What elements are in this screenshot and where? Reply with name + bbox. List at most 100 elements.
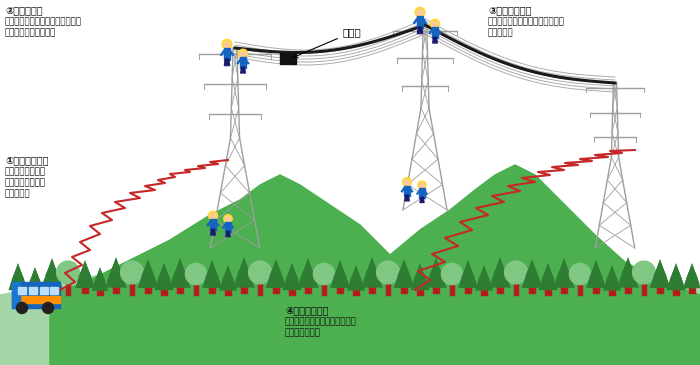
Circle shape — [43, 303, 53, 314]
Bar — [529, 283, 535, 293]
Bar — [12, 296, 60, 303]
Bar — [322, 284, 326, 295]
Bar — [177, 283, 183, 293]
Bar — [225, 286, 231, 295]
Bar — [161, 285, 167, 295]
Polygon shape — [686, 265, 698, 278]
Polygon shape — [489, 257, 511, 288]
Circle shape — [416, 9, 424, 16]
Bar — [419, 188, 425, 198]
Polygon shape — [412, 264, 428, 285]
Bar — [609, 286, 615, 295]
Polygon shape — [77, 261, 93, 283]
Polygon shape — [266, 259, 286, 288]
Bar — [482, 286, 486, 295]
Polygon shape — [555, 259, 573, 282]
Bar — [386, 283, 391, 295]
Bar — [273, 283, 279, 293]
Polygon shape — [542, 265, 554, 280]
Polygon shape — [365, 260, 379, 276]
Polygon shape — [668, 264, 684, 285]
Polygon shape — [478, 267, 490, 280]
Bar — [210, 219, 216, 230]
Bar — [305, 283, 312, 293]
Polygon shape — [397, 261, 411, 277]
Polygon shape — [78, 262, 92, 277]
Bar — [18, 287, 26, 294]
Bar — [642, 283, 646, 295]
Bar — [337, 283, 343, 293]
Text: 回収する。: 回収する。 — [488, 28, 514, 37]
Bar — [145, 283, 151, 293]
Polygon shape — [429, 260, 443, 276]
Circle shape — [314, 264, 335, 285]
Polygon shape — [554, 258, 575, 288]
Polygon shape — [475, 265, 493, 291]
Polygon shape — [666, 263, 685, 290]
Bar — [545, 285, 551, 295]
Polygon shape — [670, 265, 682, 280]
Bar — [32, 287, 38, 295]
Polygon shape — [619, 258, 637, 282]
Polygon shape — [267, 260, 284, 282]
Polygon shape — [237, 260, 251, 276]
Polygon shape — [477, 266, 491, 285]
Circle shape — [569, 264, 591, 285]
Bar — [113, 282, 119, 293]
Text: 点検箇所の鉄塔から、徒歩によ: 点検箇所の鉄塔から、徒歩によ — [285, 317, 357, 326]
Bar — [40, 287, 48, 294]
Polygon shape — [586, 260, 606, 288]
Circle shape — [432, 21, 438, 27]
Polygon shape — [108, 260, 123, 276]
Polygon shape — [0, 265, 700, 365]
Text: 点検箇所の鉄塔ま: 点検箇所の鉄塔ま — [5, 167, 46, 176]
Polygon shape — [94, 269, 106, 281]
Polygon shape — [347, 265, 365, 291]
Text: カメラ: カメラ — [293, 27, 361, 58]
Bar — [417, 16, 423, 28]
Bar — [465, 283, 471, 293]
Polygon shape — [653, 261, 667, 277]
Polygon shape — [395, 260, 412, 282]
Circle shape — [222, 39, 232, 49]
Bar — [673, 285, 679, 295]
Polygon shape — [525, 261, 539, 277]
Polygon shape — [361, 257, 383, 288]
Polygon shape — [350, 267, 362, 280]
Text: 置、点検を開始する。: 置、点検を開始する。 — [5, 28, 56, 37]
Polygon shape — [156, 264, 172, 285]
Circle shape — [224, 42, 230, 48]
Circle shape — [377, 261, 400, 284]
Polygon shape — [300, 259, 316, 282]
Circle shape — [225, 216, 231, 222]
Circle shape — [442, 264, 463, 285]
Bar — [578, 284, 582, 295]
Polygon shape — [540, 264, 556, 285]
Polygon shape — [158, 265, 170, 280]
Polygon shape — [50, 175, 430, 365]
Text: 道を移動。: 道を移動。 — [5, 189, 31, 198]
Bar — [657, 283, 663, 293]
Bar — [130, 283, 134, 295]
Polygon shape — [204, 261, 220, 283]
Polygon shape — [330, 260, 350, 288]
Bar — [404, 185, 410, 196]
Polygon shape — [333, 262, 346, 277]
Polygon shape — [524, 260, 540, 282]
Polygon shape — [92, 267, 108, 291]
Polygon shape — [588, 261, 604, 283]
Polygon shape — [155, 263, 174, 290]
Polygon shape — [172, 259, 189, 282]
Polygon shape — [93, 268, 107, 286]
Text: で、徒歩により山: で、徒歩により山 — [5, 178, 46, 187]
Bar — [225, 222, 231, 232]
Polygon shape — [27, 267, 43, 291]
Polygon shape — [414, 265, 426, 280]
Polygon shape — [330, 165, 700, 365]
Polygon shape — [41, 258, 62, 288]
Circle shape — [239, 49, 248, 58]
Circle shape — [419, 183, 425, 188]
Polygon shape — [270, 261, 283, 277]
Circle shape — [240, 51, 246, 57]
Polygon shape — [493, 260, 507, 276]
